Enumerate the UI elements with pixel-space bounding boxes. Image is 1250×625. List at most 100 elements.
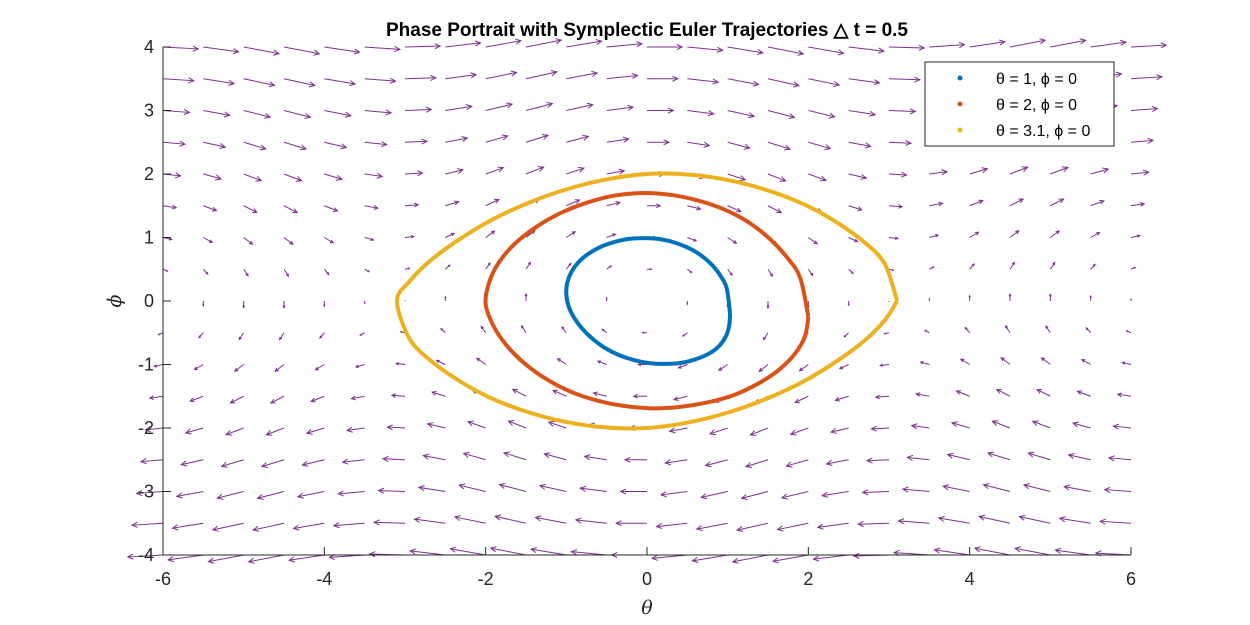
vector-arrow [1009, 198, 1025, 207]
vector-arrow [647, 107, 675, 114]
vector-arrow [767, 268, 774, 278]
vector-arrow [606, 265, 612, 270]
vector-arrow [767, 46, 805, 56]
vector-arrow [364, 46, 402, 53]
vector-arrow [727, 141, 751, 150]
vector-arrow [184, 427, 204, 435]
vector-arrow [929, 201, 944, 207]
vector-arrow [296, 491, 325, 499]
vector-arrow [404, 43, 442, 50]
vector-arrow [413, 516, 446, 524]
vector-arrow [445, 72, 478, 80]
legend-label: θ = 3.1, ϕ = 0 [996, 123, 1090, 140]
vector-arrow [566, 199, 581, 207]
vector-arrow [1112, 423, 1132, 430]
vector-arrow [207, 554, 244, 564]
vector-arrow [153, 364, 164, 368]
vector-arrow [606, 136, 630, 143]
vector-arrow [767, 141, 792, 151]
vector-arrow [740, 491, 769, 501]
vector-arrow [632, 393, 647, 399]
vector-arrow [363, 301, 366, 305]
vector-arrow [1089, 294, 1092, 301]
vector-arrow [727, 110, 756, 119]
vector-arrow [687, 78, 720, 85]
vector-arrow [834, 395, 849, 402]
vector-arrow [243, 110, 272, 119]
vector-arrow [1040, 357, 1051, 365]
vector-arrow [606, 201, 621, 207]
vector-arrow [964, 326, 971, 334]
trajectory-series-2 [483, 191, 811, 411]
vector-arrow [485, 134, 509, 143]
vector-arrow [848, 268, 854, 275]
vector-arrow [283, 110, 312, 119]
vector-arrow [798, 364, 809, 372]
vector-arrow [359, 332, 365, 336]
vector-arrow [543, 452, 567, 461]
vector-arrow [986, 451, 1011, 461]
vector-arrow [1063, 484, 1091, 492]
vector-arrow [968, 294, 971, 301]
vector-arrow [991, 420, 1011, 429]
vector-arrow [995, 388, 1011, 397]
vector-arrow [395, 362, 406, 366]
vector-arrow [888, 139, 913, 147]
vector-arrow [485, 198, 500, 207]
vector-arrow [323, 268, 330, 276]
vector-arrow [808, 78, 841, 88]
vector-arrow [278, 332, 285, 341]
vector-arrow [202, 268, 209, 275]
vector-arrow [485, 230, 496, 238]
vector-arrow [323, 301, 326, 308]
vector-arrow [888, 236, 899, 240]
vector-arrow [243, 141, 267, 151]
vector-arrow [269, 395, 285, 404]
vector-arrow [242, 301, 246, 309]
vector-arrow [203, 173, 223, 181]
vector-arrow [162, 140, 187, 147]
vector-arrow [203, 110, 231, 118]
vector-arrow [1125, 330, 1132, 334]
vector-arrow [485, 102, 514, 111]
vector-arrow [808, 237, 819, 245]
vector-arrow [727, 46, 765, 56]
vector-arrow [238, 332, 245, 341]
legend-marker [957, 101, 963, 107]
vector-arrow [708, 427, 728, 436]
vector-arrow [816, 522, 849, 530]
vector-arrow [969, 199, 984, 207]
vector-arrow [324, 141, 348, 150]
vector-arrow [950, 421, 970, 429]
vector-arrow [888, 44, 926, 51]
vector-arrow [283, 78, 316, 88]
vector-arrow [404, 170, 424, 177]
vector-arrow [929, 41, 966, 48]
vector-arrow [364, 237, 375, 241]
vector-arrow [744, 459, 769, 469]
vector-arrow [547, 420, 567, 429]
vector-arrow [449, 546, 486, 556]
vector-arrow [458, 483, 486, 492]
vector-arrow [404, 106, 433, 113]
vector-arrow [767, 110, 796, 120]
vector-arrow [404, 267, 411, 270]
vector-arrow [445, 200, 460, 207]
vector-arrow [647, 139, 671, 146]
vector-arrow [1130, 105, 1159, 112]
vector-arrow [310, 395, 325, 403]
vector-arrow [220, 459, 244, 468]
vector-arrow [623, 456, 647, 463]
vector-arrow [570, 549, 607, 556]
vector-arrow [507, 420, 527, 429]
vector-arrow [525, 38, 563, 48]
vector-arrow [189, 395, 204, 403]
vector-arrow [897, 518, 930, 525]
vector-arrow [727, 268, 733, 277]
vector-arrow [1103, 486, 1132, 493]
vector-arrow [534, 515, 567, 524]
vector-arrow [175, 491, 204, 499]
vector-arrow [969, 167, 989, 175]
vector-arrow [301, 459, 325, 467]
vector-arrow [664, 459, 688, 466]
